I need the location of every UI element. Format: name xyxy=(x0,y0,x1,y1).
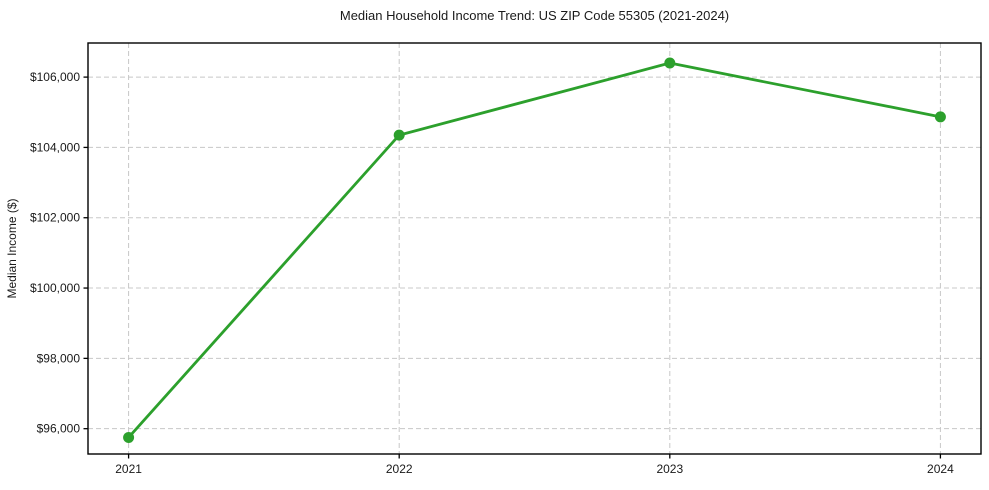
plot-background xyxy=(88,43,981,454)
chart-title: Median Household Income Trend: US ZIP Co… xyxy=(340,8,729,23)
y-tick-label: $98,000 xyxy=(37,351,81,365)
y-tick-label: $102,000 xyxy=(30,211,80,225)
x-tick-label: 2024 xyxy=(927,462,954,476)
tick-marks xyxy=(83,76,942,459)
data-point-2021 xyxy=(123,431,135,443)
data-point-2023 xyxy=(664,57,676,69)
y-axis-label: Median Income ($) xyxy=(5,198,19,298)
data-point-2024 xyxy=(934,111,946,123)
y-tick-label: $96,000 xyxy=(37,422,81,436)
x-tick-label: 2021 xyxy=(115,462,142,476)
y-tick-label: $104,000 xyxy=(30,140,80,154)
data-point-2022 xyxy=(393,129,405,141)
trend-line xyxy=(127,61,942,439)
plot-border xyxy=(87,42,982,455)
x-tick-label: 2023 xyxy=(656,462,683,476)
y-tick-label: $100,000 xyxy=(30,281,80,295)
x-tick-label: 2022 xyxy=(386,462,413,476)
y-tick-label: $106,000 xyxy=(30,70,80,84)
